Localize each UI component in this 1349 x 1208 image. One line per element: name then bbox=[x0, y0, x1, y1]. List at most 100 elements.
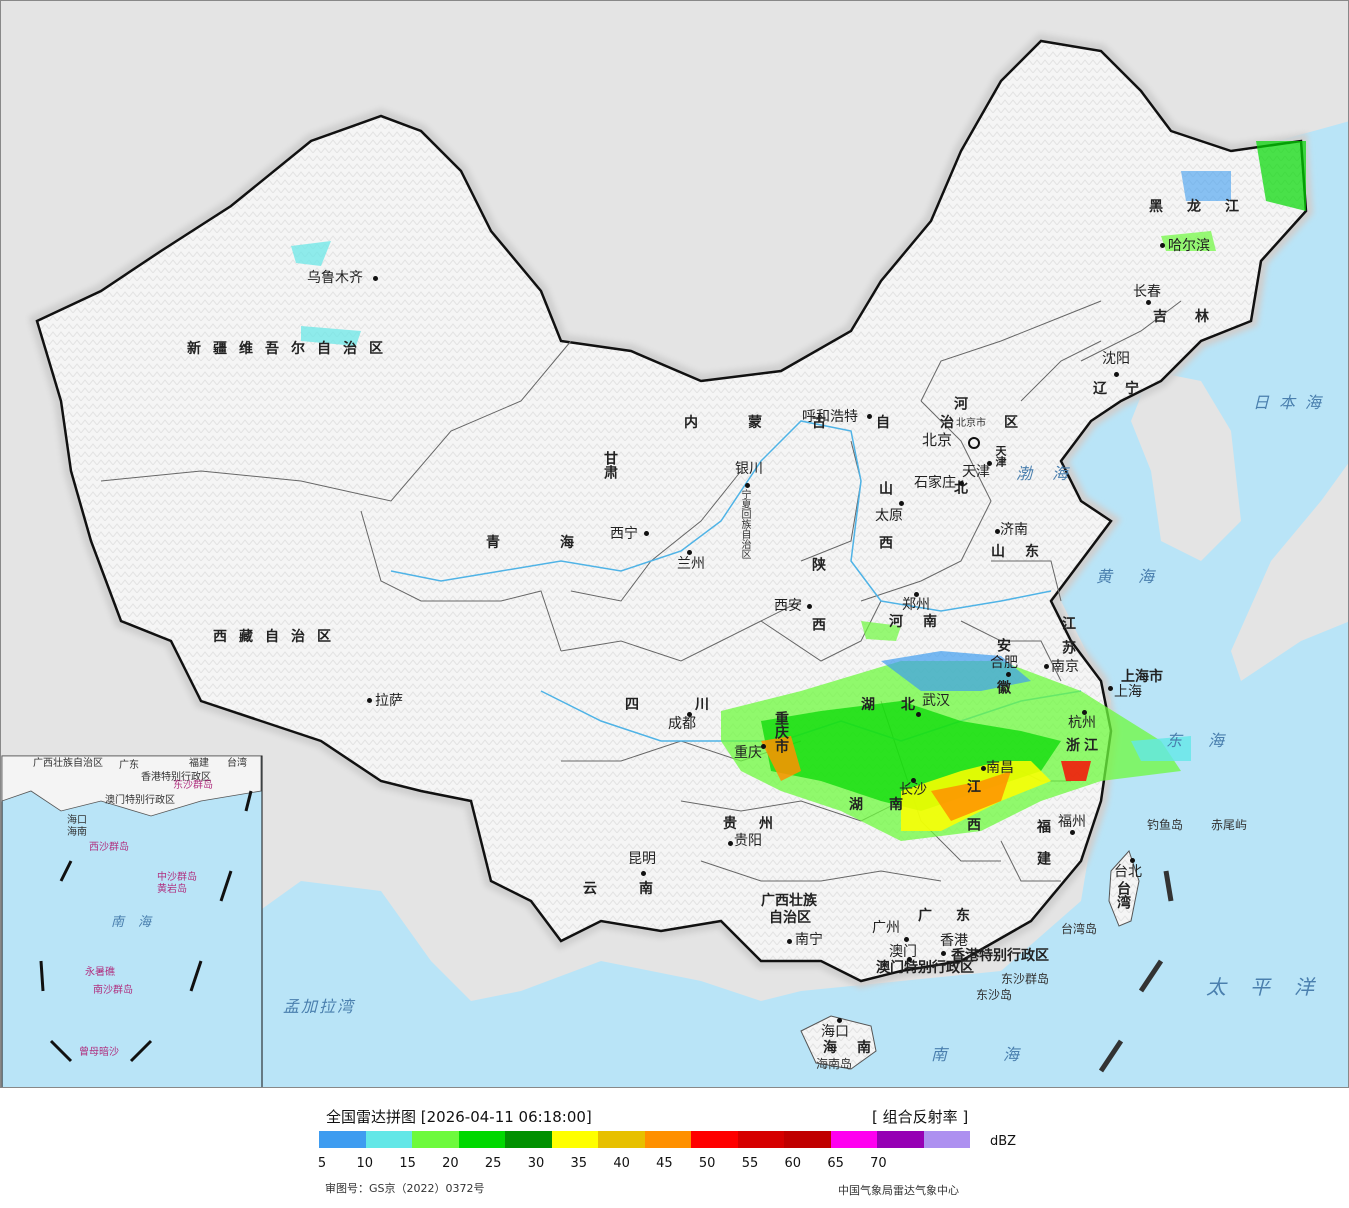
province-shandong: 山东 bbox=[991, 544, 1059, 560]
province-anhui: 安徽 bbox=[995, 638, 1011, 722]
colorbar-tick: 20 bbox=[442, 1156, 459, 1171]
city-dot-taiyuan bbox=[899, 501, 904, 506]
city-changsha: 长沙 bbox=[899, 782, 927, 798]
city-taiyuan: 太原 bbox=[875, 508, 903, 524]
colorbar-tick: 5 bbox=[317, 1156, 327, 1171]
land-korea bbox=[1131, 371, 1241, 561]
colorbar-cell-0 bbox=[319, 1131, 366, 1148]
inset-label-xisha: 西沙群岛 bbox=[89, 842, 129, 853]
city-yinchuan: 银川 bbox=[735, 461, 763, 477]
province-ningxia: 宁夏回族自治区 bbox=[739, 489, 750, 559]
approval-number: 审图号：GS京（2022）0372号 bbox=[325, 1182, 485, 1195]
city-dot-hongkong bbox=[941, 951, 946, 956]
colorbar-cell-8 bbox=[691, 1131, 738, 1148]
city-dot-taipei bbox=[1130, 858, 1135, 863]
colorbar-tick: 60 bbox=[784, 1156, 802, 1171]
city-dot-nanjing bbox=[1044, 664, 1049, 669]
island-chiwei: 赤尾屿 bbox=[1211, 818, 1248, 832]
city-dot-macau bbox=[907, 957, 912, 962]
province-tianjin: 天津 bbox=[994, 445, 1007, 467]
city-chengdu: 成都 bbox=[668, 716, 696, 732]
colorbar bbox=[319, 1131, 970, 1148]
colorbar-cell-12 bbox=[877, 1131, 924, 1148]
city-guiyang: 贵阳 bbox=[734, 833, 762, 849]
sea-south: 南海 bbox=[931, 1045, 1076, 1064]
inset-label-yongshu: 永暑礁 bbox=[85, 967, 115, 978]
inset-label-huangyan: 黄岩岛 bbox=[157, 884, 187, 895]
city-nanjing: 南京 bbox=[1051, 659, 1079, 675]
inset-label-haikou: 海口 bbox=[67, 815, 87, 826]
sea-east: 东海 bbox=[1166, 731, 1251, 750]
colorbar-cell-2 bbox=[412, 1131, 459, 1148]
province-shanghai: 上海市 bbox=[1121, 669, 1163, 685]
sea-bohai: 渤海 bbox=[1016, 464, 1089, 483]
land-japan bbox=[1231, 463, 1348, 681]
city-dot-haikou bbox=[837, 1018, 842, 1023]
province-heilongjiang: 黑龙江 bbox=[1149, 199, 1263, 215]
ten-dash-line bbox=[1098, 870, 1174, 1073]
colorbar-cell-11 bbox=[830, 1131, 877, 1148]
city-macau: 澳门 bbox=[889, 944, 917, 960]
city-jinan: 济南 bbox=[1000, 522, 1028, 538]
city-dot-hangzhou bbox=[1082, 710, 1087, 715]
colorbar-cell-1 bbox=[365, 1131, 412, 1148]
city-hefei: 合肥 bbox=[990, 655, 1018, 671]
province-beijing: 北京市 bbox=[956, 418, 986, 429]
sea-japan: 日本海 bbox=[1253, 393, 1332, 412]
city-dot-tianjin bbox=[987, 461, 992, 466]
province-jilin: 吉林 bbox=[1153, 309, 1237, 325]
colorbar-cell-7 bbox=[644, 1131, 691, 1148]
colorbar-tick: 40 bbox=[613, 1156, 630, 1171]
inset-label-guangdong: 广东 bbox=[119, 760, 139, 771]
island-hainan: 海南岛 bbox=[816, 1057, 853, 1071]
radar-map[interactable]: 新疆维吾尔自治区 西藏自治区 青海 甘肃 内蒙古自治区 黑龙江 吉林 辽宁 河北… bbox=[0, 0, 1349, 1088]
city-fuzhou: 福州 bbox=[1058, 814, 1086, 830]
province-guangdong: 广东 bbox=[918, 908, 994, 924]
city-hongkong: 香港 bbox=[940, 933, 968, 949]
city-dot-shanghai bbox=[1108, 686, 1113, 691]
colorbar-tick: 50 bbox=[698, 1156, 716, 1171]
city-haikou: 海口 bbox=[821, 1024, 849, 1040]
inset-nine-dash bbox=[39, 790, 253, 1063]
sea-yellow: 黄海 bbox=[1096, 567, 1181, 586]
city-nanchang: 南昌 bbox=[986, 760, 1014, 776]
colorbar-cell-13 bbox=[923, 1131, 970, 1148]
inset-label-guangxi: 广西壮族自治区 bbox=[33, 758, 103, 769]
city-dot-wuhan bbox=[916, 712, 921, 717]
province-jiangxi: 江西 bbox=[965, 779, 981, 855]
province-gansu: 甘肃 bbox=[602, 451, 618, 479]
agency-name: 中国气象局雷达气象中心 bbox=[838, 1184, 959, 1197]
colorbar-tick: 55 bbox=[741, 1156, 759, 1171]
inset-label-dongsha: 东沙群岛 bbox=[173, 780, 213, 791]
province-guizhou: 贵州 bbox=[723, 816, 795, 832]
colorbar-cell-10 bbox=[784, 1131, 831, 1148]
city-nanning: 南宁 bbox=[795, 932, 823, 948]
province-hongkong: 香港特别行政区 bbox=[951, 948, 1049, 964]
province-fujian: 福建 bbox=[1035, 819, 1051, 883]
city-dot-yinchuan bbox=[745, 483, 750, 488]
city-urumqi: 乌鲁木齐 bbox=[307, 270, 363, 286]
colorbar-tick: 35 bbox=[570, 1156, 588, 1171]
city-dot-harbin bbox=[1160, 243, 1165, 248]
island-dongsha-dao: 东沙岛 bbox=[976, 988, 1013, 1002]
province-shanxi: 山西 bbox=[877, 481, 893, 589]
city-dot-changsha bbox=[911, 778, 916, 783]
city-dot-guangzhou bbox=[904, 937, 909, 942]
city-changchun: 长春 bbox=[1133, 284, 1161, 300]
city-hohhot: 呼和浩特 bbox=[802, 409, 858, 425]
colorbar-tick: 30 bbox=[527, 1156, 545, 1171]
city-dot-nanning bbox=[787, 939, 792, 944]
city-xining: 西宁 bbox=[610, 526, 638, 542]
city-taipei: 台北 bbox=[1114, 864, 1142, 880]
city-dot-lanzhou bbox=[687, 550, 692, 555]
city-dot-nanchang bbox=[981, 766, 986, 771]
city-harbin: 哈尔滨 bbox=[1168, 238, 1210, 254]
province-jiangsu: 江苏 bbox=[1060, 616, 1076, 664]
colorbar-tick: 25 bbox=[484, 1156, 502, 1171]
city-beijing: 北京 bbox=[922, 431, 953, 449]
province-henan: 河南 bbox=[889, 614, 957, 630]
legend-product: [ 组合反射率 ] bbox=[872, 1108, 969, 1126]
city-shenyang: 沈阳 bbox=[1102, 351, 1130, 367]
city-dot-guiyang bbox=[728, 841, 733, 846]
capital-star-icon bbox=[968, 437, 980, 449]
